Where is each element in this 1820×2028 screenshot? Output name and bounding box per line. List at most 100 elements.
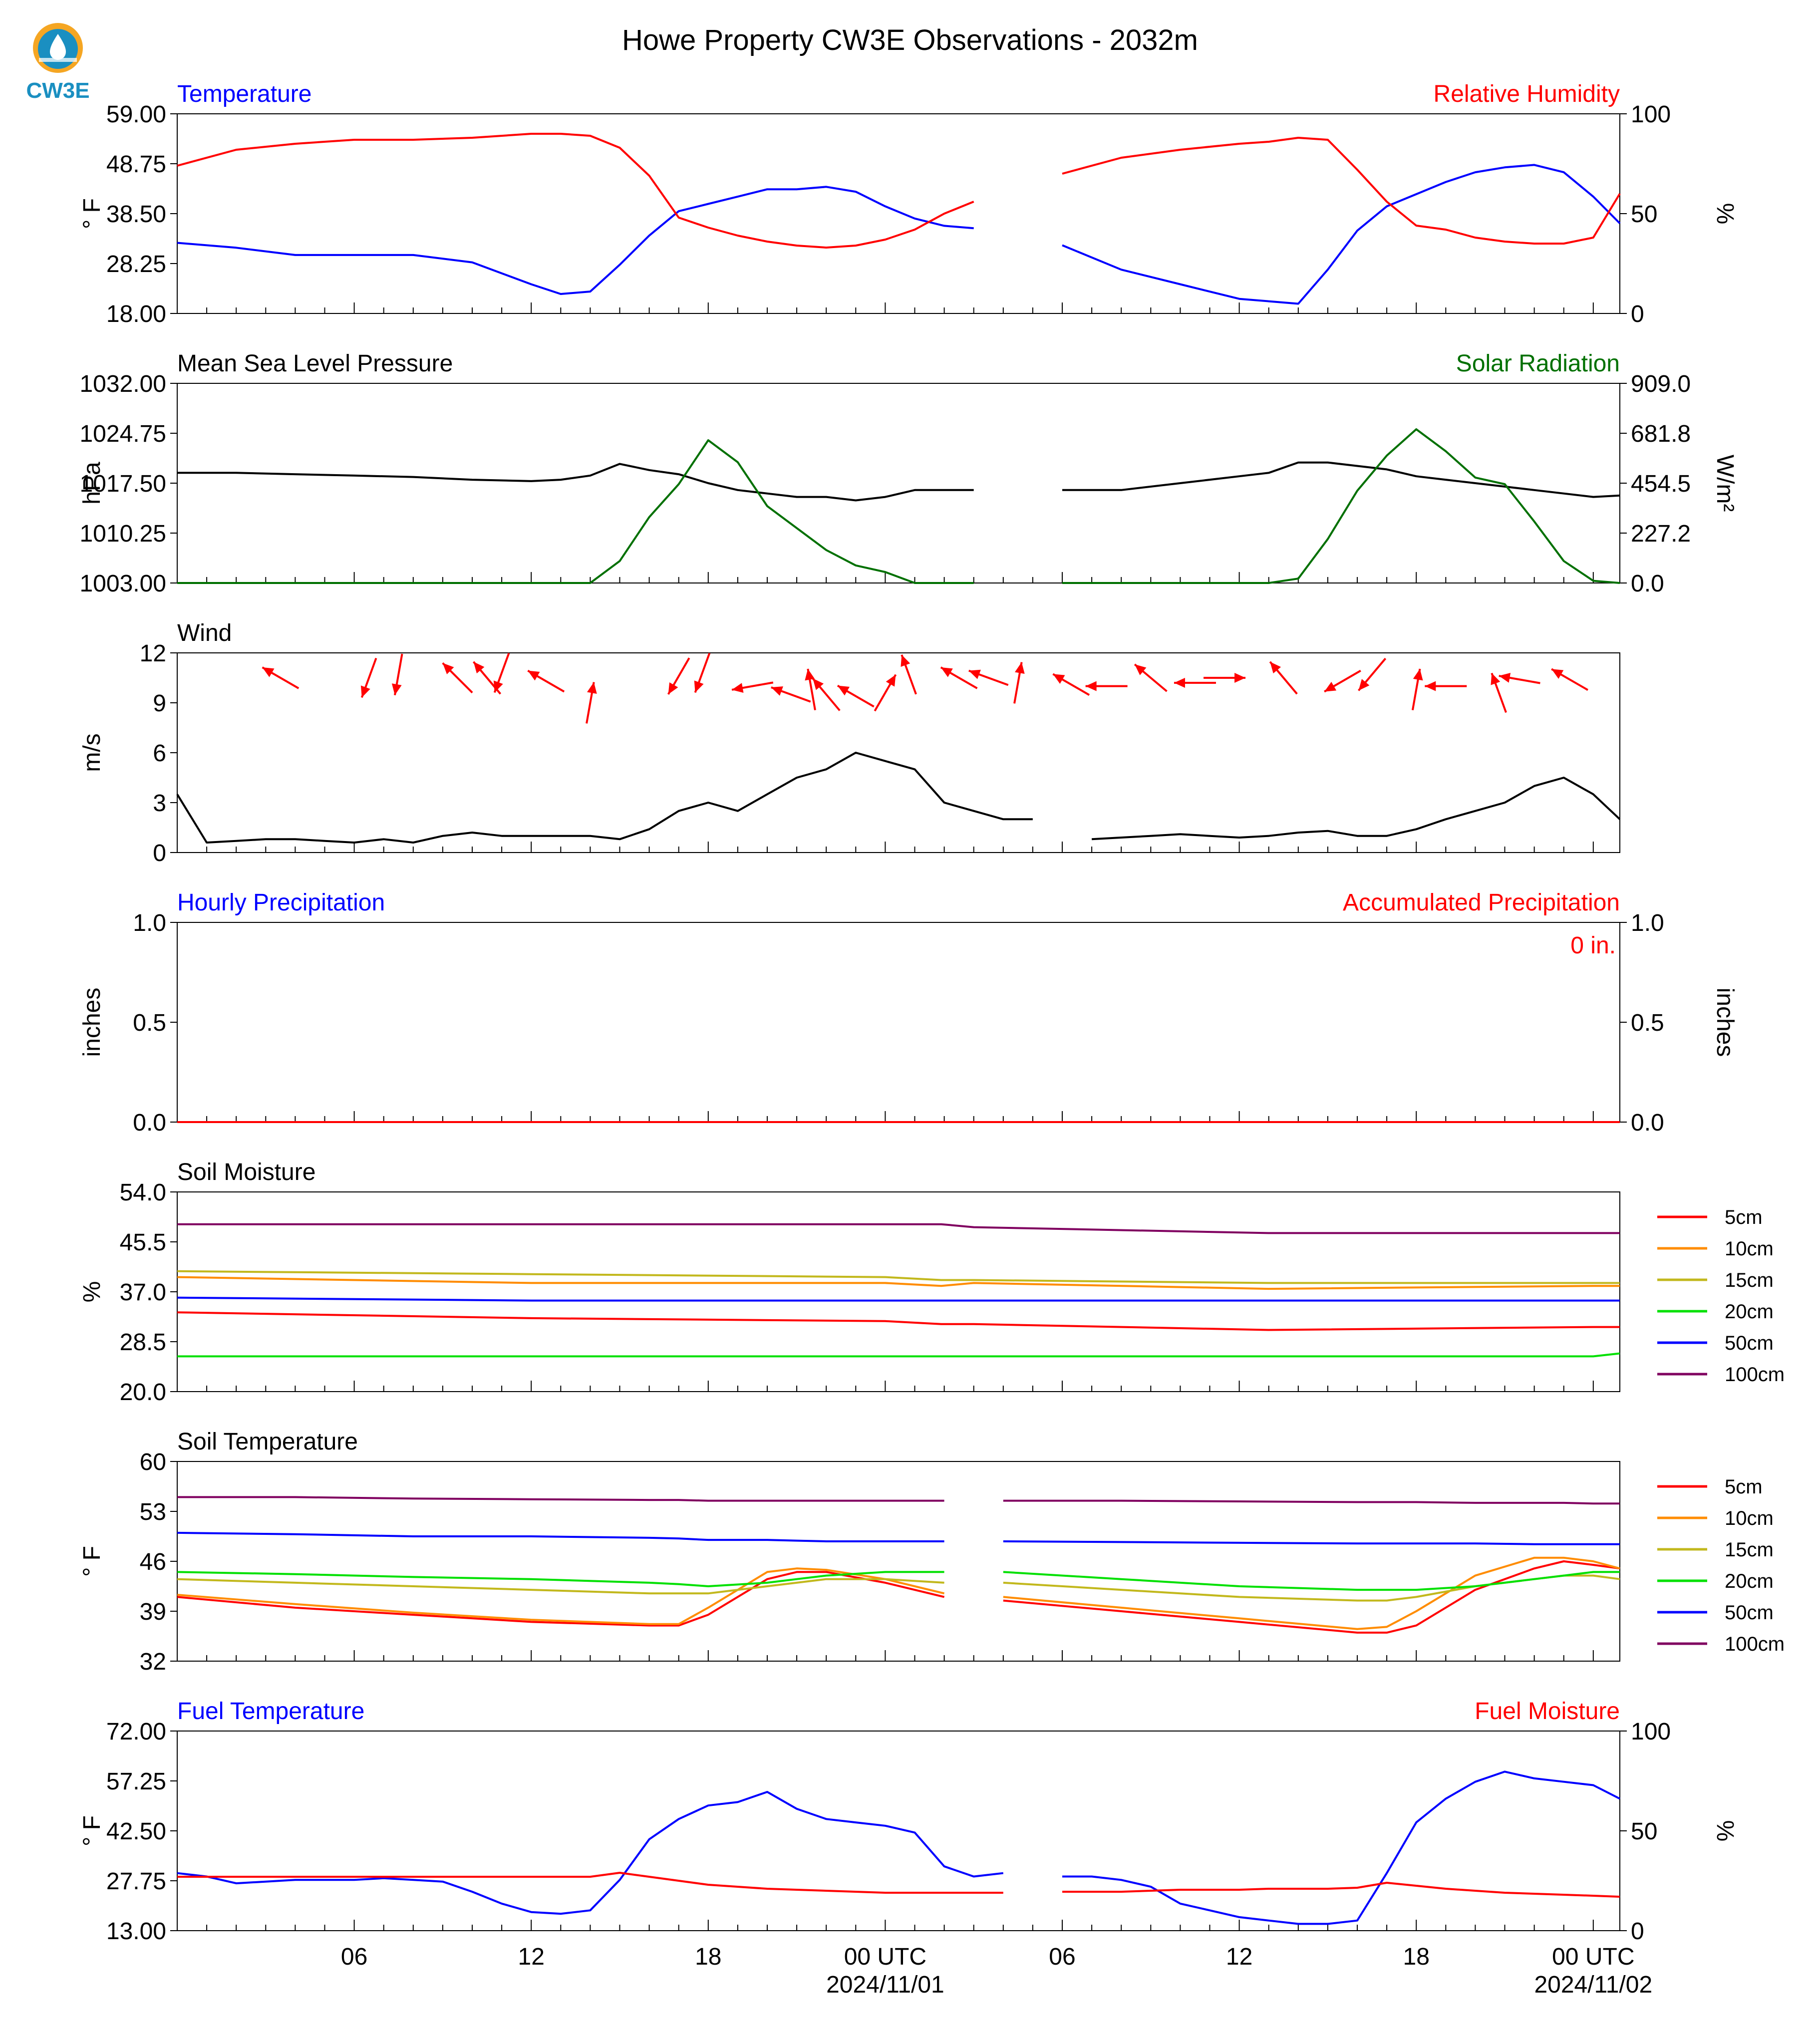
wind-arrow xyxy=(1134,663,1168,692)
panel-frame xyxy=(177,383,1620,583)
y-tick-label-left: 1010.25 xyxy=(79,521,166,547)
panel-4: Soil Moisture 54.0 45.5 37.0 28.5 20.0% 5cm 10c… xyxy=(79,1159,1785,1406)
y-tick-label-left: 9 xyxy=(153,690,166,717)
legend-label: 100cm xyxy=(1725,1633,1785,1655)
wind-arrow-head xyxy=(1014,662,1025,674)
series-line-fuel-moisture xyxy=(177,1872,1620,1898)
panel-title-right: Accumulated Precipitation xyxy=(1343,889,1620,916)
panel-frame xyxy=(177,652,1620,853)
series-line-100cm xyxy=(177,1496,1620,1505)
wind-arrow-head xyxy=(1499,673,1511,683)
panel-title-left: Hourly Precipitation xyxy=(177,889,385,916)
y-axis-label-left: m/s xyxy=(79,733,105,772)
panel-title-left: Wind xyxy=(177,620,232,646)
wind-arrow-head xyxy=(1324,682,1337,692)
panel-frame xyxy=(177,922,1620,1123)
y-axis-label-right: W/m² xyxy=(1712,455,1738,512)
wind-arrow-head xyxy=(493,680,503,693)
wind-arrow xyxy=(1358,657,1387,691)
y-tick-label-left: 59.00 xyxy=(106,101,166,128)
legend-label: 15cm xyxy=(1725,1539,1774,1561)
panel-title-left: Mean Sea Level Pressure xyxy=(177,350,453,377)
y-axis-label-left: hPa xyxy=(79,462,105,505)
logo-drop-icon xyxy=(50,34,66,60)
y-tick-label-left: 37.0 xyxy=(120,1279,166,1306)
legend-label: 10cm xyxy=(1725,1507,1774,1529)
series-line-wind-speed xyxy=(176,752,1621,844)
wind-arrow-head xyxy=(813,678,824,690)
y-tick-label-left: 28.5 xyxy=(120,1329,166,1356)
y-tick-label-left: 39 xyxy=(140,1599,166,1625)
y-tick-label-left: 0 xyxy=(153,840,166,867)
wind-arrow xyxy=(493,652,510,693)
legend-label: 20cm xyxy=(1725,1570,1774,1592)
y-tick-label-left: 6 xyxy=(153,740,166,767)
y-tick-label-left: 1017.50 xyxy=(79,471,166,497)
wind-arrow xyxy=(1324,669,1361,693)
y-tick-label-left: 53 xyxy=(140,1499,166,1525)
wind-arrow-head xyxy=(694,680,704,693)
x-tick-label: 06 xyxy=(1049,1944,1075,1970)
y-tick-label-right: 0 xyxy=(1631,1918,1644,1945)
x-tick-label: 12 xyxy=(518,1944,545,1970)
wind-arrow-head xyxy=(940,667,953,677)
y-tick-label-right: 0.0 xyxy=(1631,571,1664,597)
panel-frame xyxy=(177,113,1620,314)
x-tick-label: 12 xyxy=(1226,1944,1252,1970)
wind-arrow xyxy=(442,662,473,694)
x-tick-label: 06 xyxy=(341,1944,367,1970)
x-tick-label: 00 UTC xyxy=(1552,1944,1634,1970)
legend: 5cm 10cm 15cm 20cm 50cm 100cm xyxy=(1657,1476,1785,1655)
wind-arrow xyxy=(731,681,774,693)
wind-arrow xyxy=(527,669,565,693)
wind-arrow xyxy=(874,674,897,712)
wind-arrow xyxy=(901,654,917,695)
x-date-label: 2024/11/01 xyxy=(826,1972,944,1998)
legend-label: 10cm xyxy=(1725,1238,1774,1260)
panel-title-left: Soil Moisture xyxy=(177,1159,315,1185)
y-axis-label-left: inches xyxy=(79,988,105,1057)
y-tick-label-left: 42.50 xyxy=(106,1818,166,1845)
y-tick-label-left: 38.50 xyxy=(106,201,166,228)
wind-arrow xyxy=(1052,673,1090,696)
panel-title-left: Fuel Temperature xyxy=(177,1698,364,1725)
x-date-label: 2024/11/02 xyxy=(1534,1972,1652,1998)
y-tick-label-right: 50 xyxy=(1631,1818,1657,1845)
wind-arrow xyxy=(586,682,597,724)
y-axis-label-left: ° F xyxy=(79,1546,105,1577)
panel-6: Fuel Temperature Fuel Moisture 72.00 57.25 4… xyxy=(79,1698,1738,1945)
wind-arrow xyxy=(1269,661,1298,695)
series-line-10cm xyxy=(177,1276,1620,1290)
wind-arrow-head xyxy=(528,670,540,681)
series-line-solar-radiation xyxy=(177,428,1620,584)
y-tick-label-left: 1024.75 xyxy=(79,421,166,447)
y-tick-label-right: 100 xyxy=(1631,1719,1671,1745)
legend-label: 5cm xyxy=(1725,1206,1763,1228)
wind-arrow-head xyxy=(1085,681,1097,691)
wind-arrow-head xyxy=(805,668,815,681)
wind-arrow-head xyxy=(1053,674,1065,684)
y-tick-label-left: 20.0 xyxy=(120,1379,166,1406)
legend: 5cm 10cm 15cm 20cm 50cm 100cm xyxy=(1657,1206,1785,1386)
y-tick-label-left: 1003.00 xyxy=(79,571,166,597)
panel-1: Mean Sea Level Pressure Solar Radiation 10… xyxy=(79,350,1738,597)
figure-title: Howe Property CW3E Observations - 2032m xyxy=(622,24,1198,56)
wind-arrow-head xyxy=(473,661,485,674)
legend-label: 15cm xyxy=(1725,1269,1774,1291)
y-tick-label-left: 60 xyxy=(140,1449,166,1475)
wind-arrow xyxy=(1491,672,1507,713)
y-axis-label-left: ° F xyxy=(79,198,105,229)
x-tick-label: 18 xyxy=(695,1944,721,1970)
y-axis-label-right: % xyxy=(1712,203,1738,225)
y-tick-label-left: 54.0 xyxy=(120,1179,166,1206)
wind-arrow-head xyxy=(1270,661,1281,674)
wind-arrow xyxy=(771,686,811,703)
y-tick-label-right: 909.0 xyxy=(1631,371,1691,397)
y-tick-label-left: 57.25 xyxy=(106,1768,166,1795)
wind-arrow xyxy=(391,653,403,696)
y-tick-label-left: 1.0 xyxy=(133,910,166,936)
panel-title-left: Temperature xyxy=(177,81,311,107)
wind-arrow-head xyxy=(360,685,370,698)
wind-arrow-head xyxy=(1413,668,1423,681)
